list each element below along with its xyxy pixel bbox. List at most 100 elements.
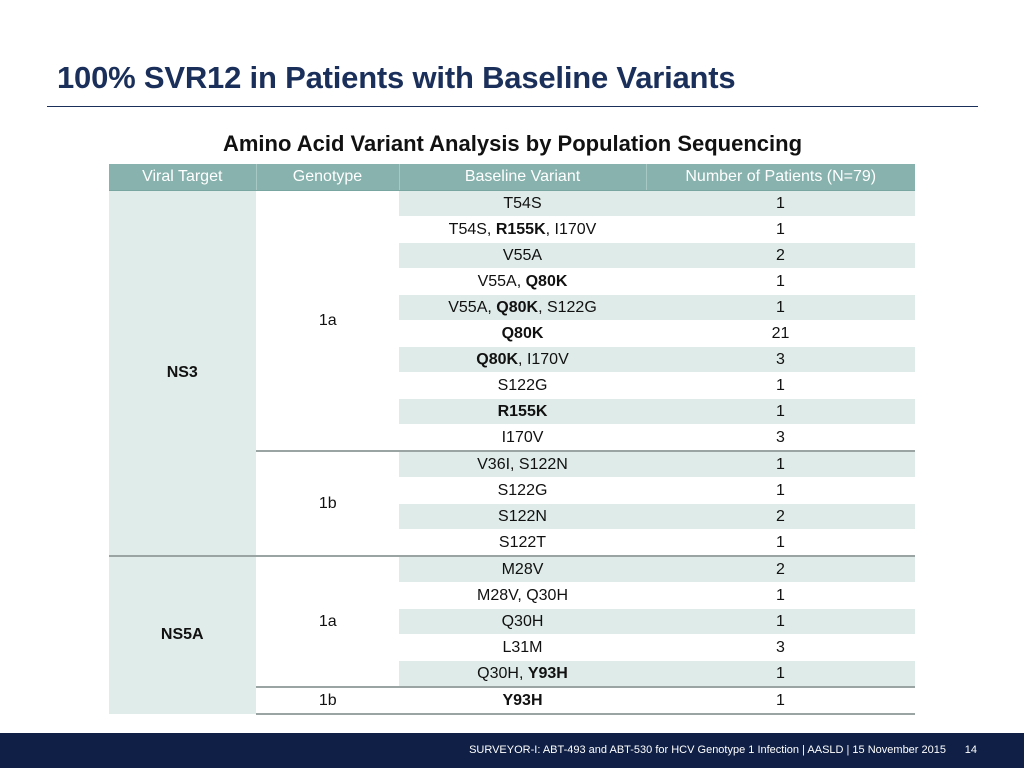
variant-text: V55A xyxy=(502,246,543,264)
table-body: NS3 1a T54S 1 T54S, R155K, I170V 1 V55A 2 V55A, … xyxy=(109,190,915,715)
patient-count-cell: 1 xyxy=(646,398,915,425)
patient-count-cell: 1 xyxy=(646,216,915,243)
patient-count-cell: 2 xyxy=(646,242,915,269)
baseline-variant-cell: T54S, R155K, I170V xyxy=(399,216,646,243)
patient-count-cell: 3 xyxy=(646,634,915,661)
patient-count-cell: 2 xyxy=(646,503,915,530)
baseline-variant-cell: Q80K, I170V xyxy=(399,346,646,373)
table-row: Q80K 21 xyxy=(109,320,915,347)
baseline-variant-cell: R155K xyxy=(399,398,646,425)
viral-target-cell: NS5A xyxy=(109,555,257,715)
baseline-variant-cell: V36I, S122N xyxy=(399,450,646,478)
baseline-variant-cell: V55A, Q80K xyxy=(399,268,646,295)
baseline-variant-cell: M28V xyxy=(399,555,646,583)
baseline-variant-cell: Q30H, Y93H xyxy=(399,660,646,688)
variant-text: V36I, S122N xyxy=(477,455,568,473)
patient-count-cell: 3 xyxy=(646,424,915,452)
baseline-variant-cell: Q30H xyxy=(399,608,646,635)
table-row: V55A, Q80K 1 xyxy=(109,268,915,295)
variant-bold-text: Y93H xyxy=(527,664,568,682)
genotype-cell: 1b xyxy=(256,686,399,715)
viral-target-cell: NS3 xyxy=(109,190,257,557)
variant-text: , I170V xyxy=(518,350,569,368)
footer-bar: SURVEYOR-I: ABT-493 and ABT-530 for HCV … xyxy=(0,733,1024,768)
table-row: 1b V36I, S122N 1 xyxy=(109,450,915,557)
genotype-cell: 1a xyxy=(256,555,399,688)
genotype-cell: 1a xyxy=(256,190,399,452)
table-row: S122G 1 xyxy=(109,372,915,399)
baseline-variant-cell: V55A, Q80K, S122G xyxy=(399,294,646,321)
column-header-number-of-patients: Number of Patients (N=79) xyxy=(645,164,915,191)
variant-bold-text: Q80K xyxy=(525,272,568,290)
variant-text: M28V, Q30H xyxy=(476,586,568,604)
variant-bold-text: R155K xyxy=(495,220,546,238)
variant-text: S122T xyxy=(498,533,547,551)
patient-count-cell: 1 xyxy=(646,686,915,715)
patient-count-cell: 1 xyxy=(646,608,915,635)
table-header-row: Viral Target Genotype Baseline Variant N… xyxy=(109,164,915,191)
variant-text: I170V xyxy=(501,428,544,446)
patient-count-cell: 3 xyxy=(646,346,915,373)
genotype-cell: 1b xyxy=(256,450,399,557)
table-row: V55A 2 xyxy=(109,242,915,269)
variant-text: V55A, xyxy=(448,298,497,316)
variant-bold-text: R155K xyxy=(497,402,548,420)
table-row: R155K 1 xyxy=(109,398,915,425)
slide-title: 100% SVR12 in Patients with Baseline Var… xyxy=(57,60,736,95)
title-divider xyxy=(47,106,978,107)
patient-count-cell: 21 xyxy=(646,320,915,347)
baseline-variant-cell: S122T xyxy=(399,529,646,557)
baseline-variant-cell: V55A xyxy=(399,242,646,269)
footer-citation: SURVEYOR-I: ABT-493 and ABT-530 for HCV … xyxy=(469,744,946,756)
variant-text: S122N xyxy=(498,507,547,525)
patient-count-cell: 1 xyxy=(646,477,915,504)
variant-text: M28V xyxy=(501,560,544,578)
patient-count-cell: 1 xyxy=(646,582,915,609)
baseline-variant-cell: Q80K xyxy=(399,320,646,347)
variant-text: T54S xyxy=(503,194,542,212)
variant-text: , S122G xyxy=(538,298,597,316)
variant-text: Q30H, xyxy=(477,664,528,682)
baseline-variant-cell: I170V xyxy=(399,424,646,452)
patient-count-cell: 1 xyxy=(646,268,915,295)
variant-text: Q30H xyxy=(501,612,544,630)
variant-text: T54S, xyxy=(448,220,496,238)
patient-count-cell: 1 xyxy=(646,294,915,321)
baseline-variant-cell: Y93H xyxy=(399,686,646,715)
variant-bold-text: Q80K xyxy=(496,298,539,316)
table-row: M28V, Q30H 1 xyxy=(109,582,915,609)
patient-count-cell: 1 xyxy=(646,529,915,557)
table-row: 1b Y93H 1 xyxy=(109,686,915,715)
variant-text: V55A, xyxy=(477,272,526,290)
variant-bold-text: Y93H xyxy=(502,691,543,709)
patient-count-cell: 1 xyxy=(646,660,915,688)
patient-count-cell: 1 xyxy=(646,372,915,399)
variant-text: L31M xyxy=(502,638,543,656)
variant-text: S122G xyxy=(497,481,548,499)
variant-text: , I170V xyxy=(545,220,597,238)
column-header-baseline-variant: Baseline Variant xyxy=(398,164,646,191)
baseline-variant-cell: T54S xyxy=(399,190,646,217)
table-row: Q30H, Y93H 1 xyxy=(109,660,915,688)
table-row: S122N 2 xyxy=(109,503,915,530)
table-heading: Amino Acid Variant Analysis by Populatio… xyxy=(222,131,803,156)
patient-count-cell: 1 xyxy=(646,450,915,478)
table-row: S122T 1 xyxy=(109,529,915,557)
column-header-genotype: Genotype xyxy=(255,164,399,191)
table-row: NS3 1a T54S 1 xyxy=(109,190,915,557)
baseline-variant-cell: S122G xyxy=(399,477,646,504)
patient-count-cell: 1 xyxy=(646,190,915,217)
table-row: Q30H 1 xyxy=(109,608,915,635)
column-header-viral-target: Viral Target xyxy=(109,164,256,191)
variant-text: S122G xyxy=(497,376,548,394)
table-row: NS5A 1a M28V 2 xyxy=(109,555,915,715)
table-row: V55A, Q80K, S122G 1 xyxy=(109,294,915,321)
baseline-variant-cell: L31M xyxy=(399,634,646,661)
page-number: 14 xyxy=(964,744,977,756)
patient-count-cell: 2 xyxy=(646,555,915,583)
table-row: S122G 1 xyxy=(109,477,915,504)
baseline-variant-cell: S122N xyxy=(399,503,646,530)
baseline-variant-cell: S122G xyxy=(399,372,646,399)
table-row: Q80K, I170V 3 xyxy=(109,346,915,373)
variant-bold-text: Q80K xyxy=(501,324,544,342)
